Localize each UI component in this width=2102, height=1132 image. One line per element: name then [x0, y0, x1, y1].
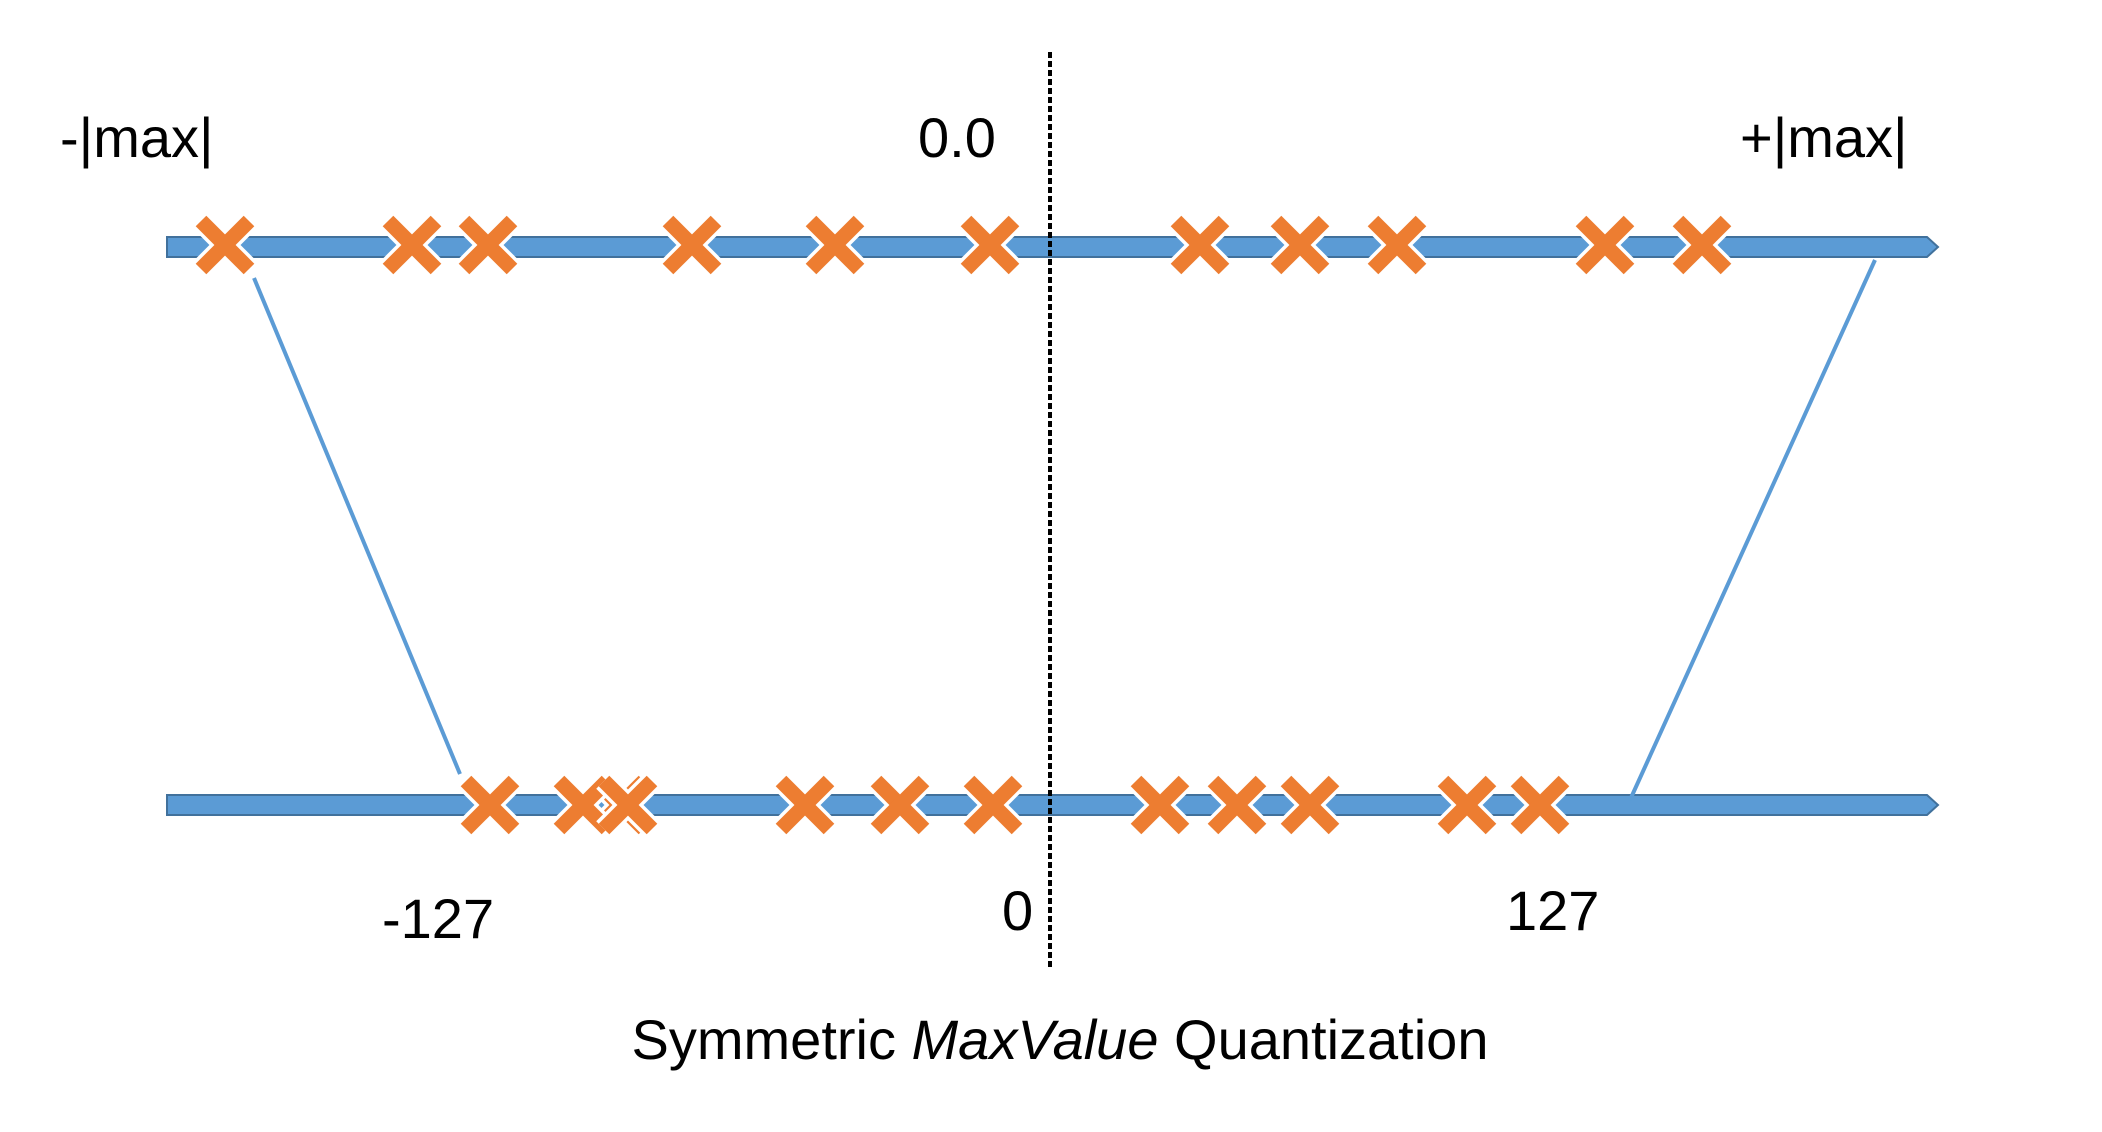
top-axis-arrow	[166, 236, 1940, 258]
label-neg-max: -|max|	[60, 106, 214, 169]
bottom-marker-12	[596, 773, 660, 837]
label-zero-float: 0.0	[918, 106, 996, 169]
top-marker-10	[1573, 213, 1637, 277]
bottom-marker-8	[1278, 773, 1342, 837]
bottom-marker-10	[1508, 773, 1572, 837]
bottom-marker-1	[458, 773, 522, 837]
top-marker-1	[193, 213, 257, 277]
caption: Symmetric MaxValue Quantization	[632, 1008, 1489, 1071]
top-marker-8	[1268, 213, 1332, 277]
mapping-line-max	[1628, 259, 1877, 801]
mapping-line-min	[252, 277, 462, 775]
top-marker-2	[380, 213, 444, 277]
top-marker-4	[660, 213, 724, 277]
top-marker-11	[1670, 213, 1734, 277]
bottom-marker-7	[1205, 773, 1269, 837]
caption-suffix: Quantization	[1158, 1008, 1488, 1071]
top-marker-9	[1365, 213, 1429, 277]
bottom-marker-4	[868, 773, 932, 837]
label-pos-127: 127	[1506, 879, 1599, 942]
markers	[193, 213, 1734, 837]
top-marker-6	[958, 213, 1022, 277]
label-neg-127: -127	[382, 887, 494, 950]
top-marker-5	[803, 213, 867, 277]
label-zero-int: 0	[1002, 879, 1033, 942]
caption-prefix: Symmetric	[632, 1008, 912, 1071]
caption-emphasis: MaxValue	[912, 1008, 1159, 1071]
bottom-marker-6	[1128, 773, 1192, 837]
bottom-axis-arrow	[166, 794, 1940, 816]
bottom-marker-5	[961, 773, 1025, 837]
bottom-marker-3	[773, 773, 837, 837]
top-marker-7	[1168, 213, 1232, 277]
top-marker-3	[456, 213, 520, 277]
label-pos-max: +|max|	[1740, 106, 1908, 169]
bottom-marker-9	[1435, 773, 1499, 837]
